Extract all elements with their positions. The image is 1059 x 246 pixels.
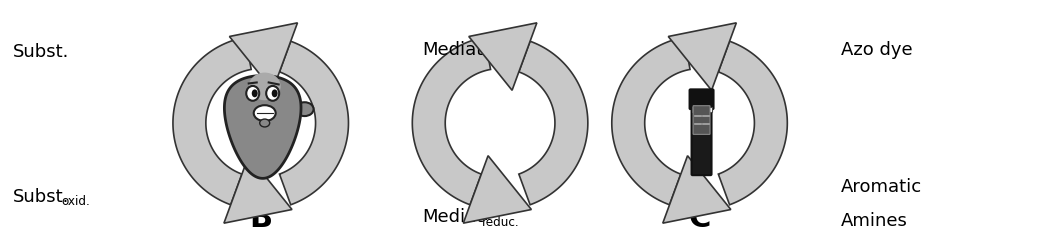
Polygon shape	[469, 23, 537, 90]
Text: Mediat.: Mediat.	[423, 41, 489, 59]
Text: Azo dye: Azo dye	[841, 41, 913, 59]
Ellipse shape	[249, 73, 281, 100]
Ellipse shape	[247, 86, 259, 101]
Polygon shape	[225, 76, 301, 178]
Text: Mediat: Mediat	[423, 208, 484, 226]
FancyBboxPatch shape	[689, 89, 714, 109]
Polygon shape	[718, 41, 787, 205]
Text: oxid.: oxid.	[61, 195, 90, 208]
Polygon shape	[223, 156, 292, 223]
Polygon shape	[668, 23, 736, 90]
Polygon shape	[280, 41, 348, 205]
Polygon shape	[519, 41, 588, 205]
Text: Aromatic: Aromatic	[841, 178, 922, 196]
FancyBboxPatch shape	[693, 106, 710, 134]
Text: B: B	[249, 204, 272, 233]
Text: Amines: Amines	[841, 212, 908, 230]
Bar	[692, 107, 712, 112]
Polygon shape	[463, 156, 532, 223]
Polygon shape	[173, 37, 251, 205]
Polygon shape	[612, 37, 690, 205]
Ellipse shape	[252, 89, 257, 97]
Ellipse shape	[259, 119, 270, 127]
Ellipse shape	[295, 102, 313, 116]
Polygon shape	[412, 37, 490, 205]
Ellipse shape	[254, 105, 275, 121]
Ellipse shape	[272, 89, 277, 97]
Polygon shape	[230, 23, 298, 90]
Text: Subst.: Subst.	[14, 43, 70, 61]
Text: reduc.: reduc.	[482, 216, 520, 229]
Text: Subst.: Subst.	[14, 188, 70, 206]
Text: C: C	[688, 204, 711, 233]
Ellipse shape	[266, 86, 280, 101]
Polygon shape	[663, 156, 731, 223]
FancyBboxPatch shape	[692, 110, 712, 175]
